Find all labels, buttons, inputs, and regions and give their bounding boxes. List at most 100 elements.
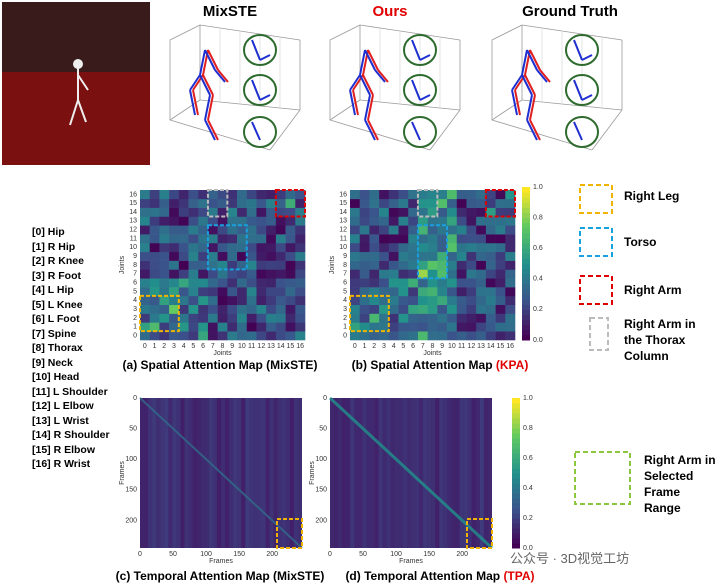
y-tick-label: 3 [343,306,347,313]
heatmap-cell [285,269,296,279]
y-tick-label: 11 [130,235,137,242]
heatmap-cell [256,322,267,332]
heatmap-cell [207,242,218,253]
heatmap-cell [388,207,399,217]
heatmap-cell [246,225,257,235]
heatmap-cell [485,295,496,306]
heatmap-cell [505,322,516,332]
heatmap-cell [379,260,390,270]
heatmap-cell [447,207,458,217]
caption-text: (d) Temporal Attention Map [345,569,504,583]
joint-label: [5] L Knee [32,298,83,311]
heatmap-cell [188,190,199,200]
colorbar-segment [522,248,530,254]
heatmap-cell [466,207,477,217]
x-tick-label: 13 [477,343,485,350]
y-tick-label: 0 [343,332,347,339]
heatmap-cell [369,251,380,261]
heatmap-cell [350,225,361,235]
y-tick-label: 13 [129,218,137,225]
heatmap-stripe [354,398,359,548]
y-tick-label: 13 [339,218,347,225]
joint-label: [0] Hip [32,226,65,238]
heatmap-cell [427,234,438,244]
heatmap-cell [140,278,151,288]
heatmap-cell [149,234,160,244]
colorbar-segment [512,468,520,474]
skeleton-bone [192,89,199,116]
heatmap-cell [359,234,370,244]
heatmap-cell [417,225,428,235]
y-tick-label: 50 [129,425,137,432]
heatmap-cell [466,198,477,208]
heatmap-cell [388,198,399,208]
heatmap-cell [456,260,467,270]
colorbar-tick-label: 0.8 [523,425,533,432]
y-axis-label: Joints [329,255,336,274]
heatmap-cell [285,225,296,235]
heatmap-cell [476,278,487,288]
legend-box [579,227,613,257]
heatmap-cell [149,225,160,235]
heatmap-stripe [342,398,347,548]
heatmap-cell [169,287,180,297]
x-tick-label: 2 [162,343,166,350]
heatmap-cell [266,216,277,226]
heatmap-cell [427,198,438,208]
heatmap-cell [256,234,267,244]
heatmap-cell [427,313,438,323]
heatmap-cell [379,331,390,341]
heatmap-cell [437,207,448,217]
heatmap-stripe [297,398,302,548]
heatmap-cell [359,269,370,279]
x-axis-label: Joints [423,350,442,357]
heatmap-stripe [479,398,484,548]
x-tick-label: 6 [411,343,415,350]
heatmap-cell [350,198,361,208]
heatmap-cell [505,216,516,226]
heatmap-cell [256,242,267,253]
x-tick-label: 7 [421,343,425,350]
joint-label: [12] L Elbow [32,400,94,412]
axis-line [521,99,623,111]
skeleton-bone [352,89,359,116]
skeleton-bone [204,94,211,121]
x-tick-label: 10 [238,343,246,350]
heatmap-cell [369,304,380,314]
heatmap-cell [495,207,506,217]
x-tick-label: 12 [467,343,475,350]
heatmap-cell [408,225,419,235]
heatmap-cell [466,251,477,261]
heatmap-cell [485,278,496,288]
highlight-box [276,518,303,549]
heatmap-cell [140,234,151,244]
heatmap-cell [266,198,277,208]
heatmap-cell [237,234,248,244]
skeleton-bone [349,74,361,91]
y-tick-label: 12 [339,227,347,234]
heatmap-stripe [221,398,226,548]
skeleton-bone [539,69,551,83]
heatmap-cell [417,251,428,261]
heatmap-cell [427,242,438,253]
heatmap-stripe [459,398,464,548]
heatmap-cell [140,331,151,341]
skeleton-bone [367,119,379,141]
colorbar-segment [522,289,530,295]
heatmap-cell [398,216,409,226]
skeleton-bone [217,69,229,83]
joint-label: [8] Thorax [32,342,83,354]
heatmap-cell [188,198,199,208]
heatmap-cell [447,242,458,253]
x-tick-label: 150 [233,551,245,558]
heatmap-cell [388,216,399,226]
x-tick-label: 14 [487,343,495,350]
heatmap-cell [159,313,170,323]
heatmap-cell [256,198,267,208]
y-tick-label: 16 [339,191,347,198]
heatmap-cell [207,322,218,332]
heatmap-cell [369,225,380,235]
x-tick-label: 100 [200,551,212,558]
heatmap-stripe [289,398,294,548]
heatmap-cell [246,331,257,341]
